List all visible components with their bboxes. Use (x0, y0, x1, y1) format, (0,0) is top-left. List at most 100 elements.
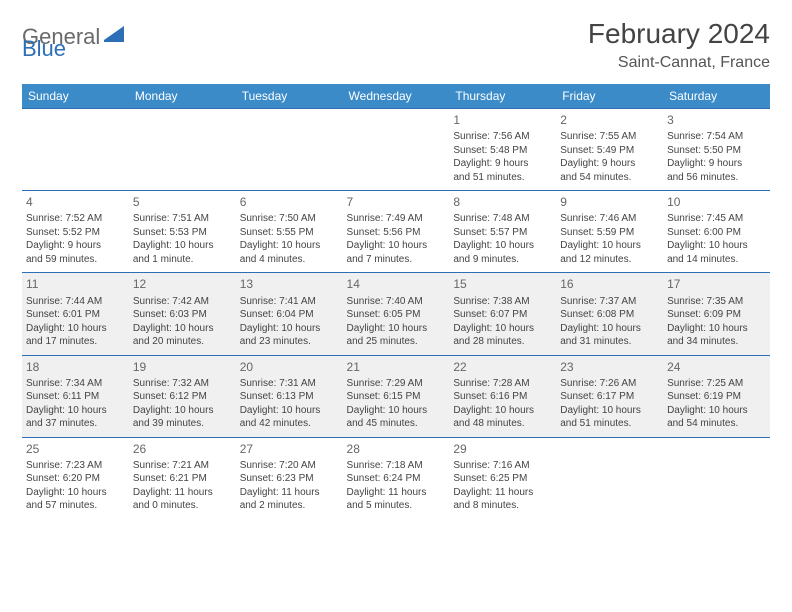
daylight-text: Daylight: 10 hours (453, 404, 552, 418)
sunrise-text: Sunrise: 7:26 AM (560, 377, 659, 391)
calendar-day-cell: 28Sunrise: 7:18 AMSunset: 6:24 PMDayligh… (343, 437, 450, 519)
day-number: 13 (240, 276, 339, 292)
daylight-text: and 14 minutes. (667, 253, 766, 267)
calendar-day-cell: 14Sunrise: 7:40 AMSunset: 6:05 PMDayligh… (343, 273, 450, 355)
day-number: 18 (26, 359, 125, 375)
sunset-text: Sunset: 6:00 PM (667, 226, 766, 240)
daylight-text: and 56 minutes. (667, 171, 766, 185)
calendar-day-cell: 27Sunrise: 7:20 AMSunset: 6:23 PMDayligh… (236, 437, 343, 519)
sunrise-text: Sunrise: 7:41 AM (240, 295, 339, 309)
sunrise-text: Sunrise: 7:28 AM (453, 377, 552, 391)
daylight-text: and 23 minutes. (240, 335, 339, 349)
calendar-day-cell: 25Sunrise: 7:23 AMSunset: 6:20 PMDayligh… (22, 437, 129, 519)
sunrise-text: Sunrise: 7:54 AM (667, 130, 766, 144)
daylight-text: and 5 minutes. (347, 499, 446, 513)
daylight-text: Daylight: 9 hours (26, 239, 125, 253)
day-number: 29 (453, 441, 552, 457)
daylight-text: Daylight: 10 hours (240, 404, 339, 418)
sunset-text: Sunset: 6:17 PM (560, 390, 659, 404)
day-number: 15 (453, 276, 552, 292)
daylight-text: and 17 minutes. (26, 335, 125, 349)
location-label: Saint-Cannat, France (588, 54, 770, 72)
daylight-text: and 42 minutes. (240, 417, 339, 431)
calendar-day-cell: 9Sunrise: 7:46 AMSunset: 5:59 PMDaylight… (556, 191, 663, 273)
daylight-text: and 0 minutes. (133, 499, 232, 513)
calendar-week-row: 18Sunrise: 7:34 AMSunset: 6:11 PMDayligh… (22, 355, 770, 437)
day-number: 4 (26, 194, 125, 210)
day-number: 25 (26, 441, 125, 457)
sunrise-text: Sunrise: 7:37 AM (560, 295, 659, 309)
daylight-text: and 45 minutes. (347, 417, 446, 431)
sunset-text: Sunset: 6:12 PM (133, 390, 232, 404)
sunset-text: Sunset: 6:13 PM (240, 390, 339, 404)
daylight-text: Daylight: 11 hours (347, 486, 446, 500)
daylight-text: Daylight: 10 hours (667, 404, 766, 418)
sunset-text: Sunset: 6:25 PM (453, 472, 552, 486)
sunset-text: Sunset: 6:04 PM (240, 308, 339, 322)
daylight-text: Daylight: 10 hours (667, 322, 766, 336)
daylight-text: Daylight: 10 hours (560, 239, 659, 253)
calendar-day-cell: 11Sunrise: 7:44 AMSunset: 6:01 PMDayligh… (22, 273, 129, 355)
daylight-text: Daylight: 9 hours (453, 157, 552, 171)
daylight-text: Daylight: 10 hours (240, 322, 339, 336)
calendar-day-cell: 16Sunrise: 7:37 AMSunset: 6:08 PMDayligh… (556, 273, 663, 355)
sunset-text: Sunset: 6:23 PM (240, 472, 339, 486)
sunset-text: Sunset: 6:03 PM (133, 308, 232, 322)
sunrise-text: Sunrise: 7:18 AM (347, 459, 446, 473)
sunrise-text: Sunrise: 7:20 AM (240, 459, 339, 473)
calendar-day-cell: 17Sunrise: 7:35 AMSunset: 6:09 PMDayligh… (663, 273, 770, 355)
sunset-text: Sunset: 6:16 PM (453, 390, 552, 404)
calendar-day-cell: 6Sunrise: 7:50 AMSunset: 5:55 PMDaylight… (236, 191, 343, 273)
sunrise-text: Sunrise: 7:40 AM (347, 295, 446, 309)
daylight-text: Daylight: 11 hours (240, 486, 339, 500)
daylight-text: Daylight: 10 hours (347, 404, 446, 418)
sunset-text: Sunset: 6:24 PM (347, 472, 446, 486)
daylight-text: and 2 minutes. (240, 499, 339, 513)
page-header: General Blue February 2024 Saint-Cannat,… (22, 18, 770, 72)
sunrise-text: Sunrise: 7:23 AM (26, 459, 125, 473)
day-number: 11 (26, 276, 125, 292)
daylight-text: and 39 minutes. (133, 417, 232, 431)
daylight-text: and 57 minutes. (26, 499, 125, 513)
sunset-text: Sunset: 5:55 PM (240, 226, 339, 240)
day-header: Wednesday (343, 84, 450, 109)
calendar-day-cell: 23Sunrise: 7:26 AMSunset: 6:17 PMDayligh… (556, 355, 663, 437)
title-block: February 2024 Saint-Cannat, France (588, 18, 770, 72)
calendar-day-cell: 4Sunrise: 7:52 AMSunset: 5:52 PMDaylight… (22, 191, 129, 273)
daylight-text: Daylight: 10 hours (26, 404, 125, 418)
daylight-text: and 54 minutes. (667, 417, 766, 431)
day-number: 12 (133, 276, 232, 292)
day-number: 16 (560, 276, 659, 292)
daylight-text: Daylight: 10 hours (667, 239, 766, 253)
day-number: 17 (667, 276, 766, 292)
daylight-text: and 7 minutes. (347, 253, 446, 267)
daylight-text: and 20 minutes. (133, 335, 232, 349)
calendar-day-cell: 26Sunrise: 7:21 AMSunset: 6:21 PMDayligh… (129, 437, 236, 519)
calendar-week-row: 4Sunrise: 7:52 AMSunset: 5:52 PMDaylight… (22, 191, 770, 273)
daylight-text: and 48 minutes. (453, 417, 552, 431)
daylight-text: Daylight: 10 hours (347, 322, 446, 336)
sunrise-text: Sunrise: 7:35 AM (667, 295, 766, 309)
daylight-text: Daylight: 9 hours (560, 157, 659, 171)
day-number: 10 (667, 194, 766, 210)
sunset-text: Sunset: 6:20 PM (26, 472, 125, 486)
sunset-text: Sunset: 5:52 PM (26, 226, 125, 240)
sunset-text: Sunset: 5:57 PM (453, 226, 552, 240)
sunrise-text: Sunrise: 7:29 AM (347, 377, 446, 391)
sunset-text: Sunset: 5:50 PM (667, 144, 766, 158)
sunrise-text: Sunrise: 7:31 AM (240, 377, 339, 391)
daylight-text: and 12 minutes. (560, 253, 659, 267)
calendar-day-cell (236, 109, 343, 191)
daylight-text: and 51 minutes. (453, 171, 552, 185)
sunset-text: Sunset: 6:15 PM (347, 390, 446, 404)
daylight-text: Daylight: 11 hours (453, 486, 552, 500)
daylight-text: Daylight: 10 hours (133, 322, 232, 336)
calendar-day-cell: 19Sunrise: 7:32 AMSunset: 6:12 PMDayligh… (129, 355, 236, 437)
sunrise-text: Sunrise: 7:21 AM (133, 459, 232, 473)
daylight-text: and 9 minutes. (453, 253, 552, 267)
daylight-text: and 25 minutes. (347, 335, 446, 349)
day-number: 23 (560, 359, 659, 375)
calendar-day-cell: 21Sunrise: 7:29 AMSunset: 6:15 PMDayligh… (343, 355, 450, 437)
day-header: Sunday (22, 84, 129, 109)
day-number: 6 (240, 194, 339, 210)
